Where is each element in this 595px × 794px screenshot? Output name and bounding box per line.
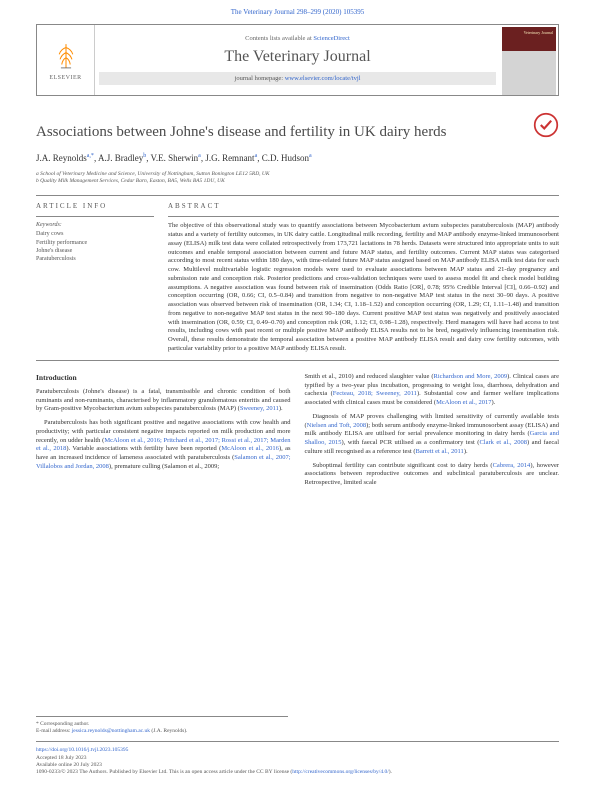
keywords-label: Keywords: (36, 222, 154, 228)
author-list: J.A. Reynoldsa,*, A.J. Bradleyb, V.E. Sh… (36, 153, 559, 163)
author-name: J.G. Remnant (205, 153, 254, 163)
keyword-item: Johne's disease (36, 247, 154, 255)
author-affil-sup: a (198, 153, 201, 159)
divider-bottom (36, 360, 559, 361)
body-column-right: Smith et al., 2010) and reduced slaughte… (305, 373, 560, 493)
contents-available-line: Contents lists available at ScienceDirec… (245, 35, 350, 42)
keyword-item: Fertility performance (36, 239, 154, 247)
citation-link[interactable]: Sweeney, 2011 (240, 405, 279, 412)
keyword-item: Dairy cows (36, 230, 154, 238)
author-affil-sup: b (143, 153, 146, 159)
info-divider (36, 216, 154, 217)
available-date: Available online 20 July 2023 (36, 762, 559, 769)
author-affil-sup: a (309, 153, 312, 159)
journal-homepage-link[interactable]: www.elsevier.com/locate/tvjl (285, 75, 361, 82)
introduction-heading: Introduction (36, 373, 291, 383)
abstract-heading: ABSTRACT (168, 202, 559, 210)
keyword-item: Paratuberculosis (36, 255, 154, 263)
author-name: J.A. Reynolds (36, 153, 87, 163)
page-footer: * Corresponding author. E-mail address: … (0, 716, 595, 794)
sciencedirect-link[interactable]: ScienceDirect (313, 35, 349, 42)
body-column-left: Introduction Paratuberculosis (Johne's d… (36, 373, 291, 493)
license-link[interactable]: http://creativecommons.org/licenses/by/4… (292, 769, 388, 775)
author-name: A.J. Bradley (98, 153, 143, 163)
citation-link[interactable]: Salamon et al., 2007; Villalobos and Jor… (36, 454, 291, 470)
corr-email-link[interactable]: jessica.reynolds@nottingham.ac.uk (72, 728, 150, 734)
citation-link[interactable]: Richardson and More, 2009 (434, 373, 508, 380)
publisher-name: ELSEVIER (49, 75, 81, 81)
citation-link[interactable]: Nielsen and Toft, 2008 (307, 422, 366, 429)
article-title: Associations between Johne's disease and… (36, 124, 559, 141)
abstract-text: The objective of this observational stud… (168, 222, 559, 353)
journal-name: The Veterinary Journal (224, 48, 370, 66)
citation-link[interactable]: Barrett et al., 2011 (416, 448, 464, 455)
corr-email-name: (J.A. Reynolds). (150, 728, 187, 734)
elsevier-tree-icon (49, 39, 83, 73)
author-name: C.D. Hudson (262, 153, 309, 163)
info-abstract-row: ARTICLE INFO Keywords: Dairy cowsFertili… (36, 202, 559, 353)
accepted-date: Accepted 18 July 2023 (36, 755, 559, 762)
abstract-column: ABSTRACT The objective of this observati… (168, 202, 559, 353)
body-paragraph: Paratuberculosis has both significant po… (36, 419, 291, 472)
publisher-logo: ELSEVIER (37, 25, 95, 95)
divider-top (36, 195, 559, 196)
author-affil-sup: a (255, 153, 258, 159)
article-info-column: ARTICLE INFO Keywords: Dairy cowsFertili… (36, 202, 154, 353)
contents-prefix: Contents lists available at (245, 35, 313, 42)
journal-header: ELSEVIER Contents lists available at Sci… (36, 24, 559, 96)
body-paragraph: Smith et al., 2010) and reduced slaughte… (305, 373, 560, 408)
body-paragraph: Paratuberculosis (Johne's disease) is a … (36, 388, 291, 414)
copyright-text: 1090-0233/© 2023 The Authors. Published … (36, 769, 292, 775)
body-columns: Introduction Paratuberculosis (Johne's d… (36, 373, 559, 493)
article-info-heading: ARTICLE INFO (36, 202, 154, 210)
journal-citation: The Veterinary Journal 298–299 (2020) 10… (0, 0, 595, 20)
citation-link[interactable]: Fecteau, 2018; Sweeney, 2011 (333, 390, 417, 397)
author-affil-sup: a,* (87, 153, 94, 159)
doi-link[interactable]: https://doi.org/10.1016/j.tvjl.2023.1053… (36, 747, 128, 753)
header-center: Contents lists available at ScienceDirec… (95, 25, 500, 95)
email-label: E-mail address: (36, 728, 72, 734)
journal-homepage-line: journal homepage: www.elsevier.com/locat… (99, 72, 496, 85)
author-name: V.E. Sherwin (151, 153, 199, 163)
citation-link[interactable]: McAloon et al., 2017 (436, 399, 491, 406)
crossmark-check-icon[interactable] (533, 112, 559, 138)
citation-link[interactable]: McAloon et al., 2016 (221, 445, 279, 452)
abstract-divider (168, 216, 559, 217)
copyright-end: ). (389, 769, 392, 775)
citation-link[interactable]: Cabrera, 2014 (493, 462, 531, 469)
body-paragraph: Diagnosis of MAP proves challenging with… (305, 413, 560, 457)
cover-title: Veterinary Journal (502, 27, 556, 51)
keywords-list: Dairy cowsFertility performanceJohne's d… (36, 230, 154, 264)
affiliation-line: b Quality Milk Management Services, Ceda… (36, 178, 559, 185)
doi-copyright-block: https://doi.org/10.1016/j.tvjl.2023.1053… (36, 741, 559, 776)
citation-link[interactable]: Clark et al., 2008 (479, 439, 527, 446)
body-paragraph: Suboptimal fertility can contribute sign… (305, 462, 560, 488)
cover-image-area (502, 51, 556, 95)
corresponding-author-block: * Corresponding author. E-mail address: … (36, 716, 288, 735)
homepage-prefix: journal homepage: (235, 75, 285, 82)
journal-cover-thumbnail: Veterinary Journal (502, 27, 556, 95)
affiliation-line: a School of Veterinary Medicine and Scie… (36, 171, 559, 178)
affiliations: a School of Veterinary Medicine and Scie… (36, 171, 559, 185)
